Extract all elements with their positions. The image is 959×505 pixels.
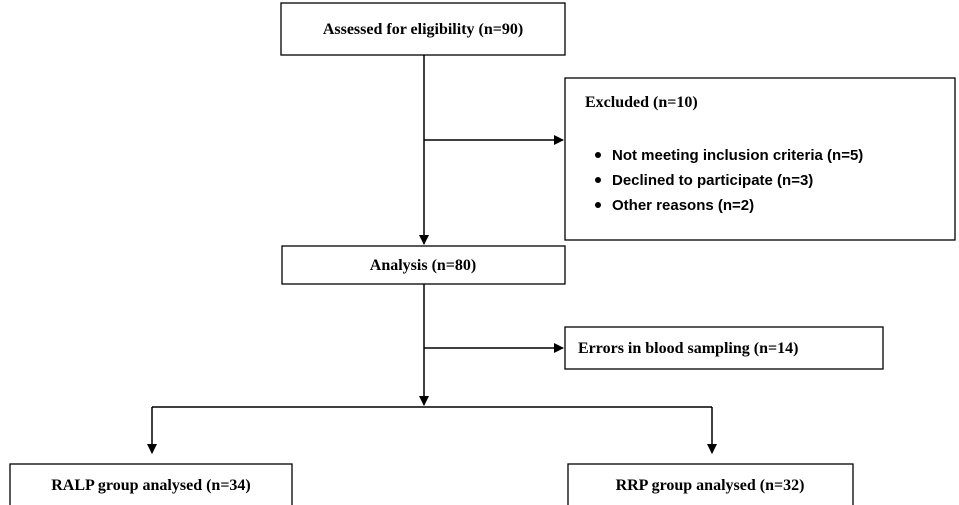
list-item: Not meeting inclusion criteria (n=5)	[612, 147, 863, 164]
bullet	[595, 152, 601, 158]
node-label: RRP group analysed (n=32)	[616, 477, 805, 494]
bullet	[595, 177, 601, 183]
bullet	[595, 202, 601, 208]
box	[281, 245, 566, 285]
box	[564, 77, 956, 241]
box	[9, 463, 293, 505]
box	[567, 463, 854, 505]
node-label: RALP group analysed (n=34)	[51, 477, 251, 494]
list-item: Other reasons (n=2)	[612, 197, 754, 214]
node-label: Errors in blood sampling (n=14)	[578, 340, 798, 357]
node-label: Assessed for eligibility (n=90)	[323, 21, 523, 38]
box	[280, 2, 566, 56]
node-label: Excluded (n=10)	[585, 94, 698, 111]
list-item: Declined to participate (n=3)	[612, 172, 813, 189]
node-label: Analysis (n=80)	[370, 257, 476, 274]
box	[564, 326, 884, 370]
